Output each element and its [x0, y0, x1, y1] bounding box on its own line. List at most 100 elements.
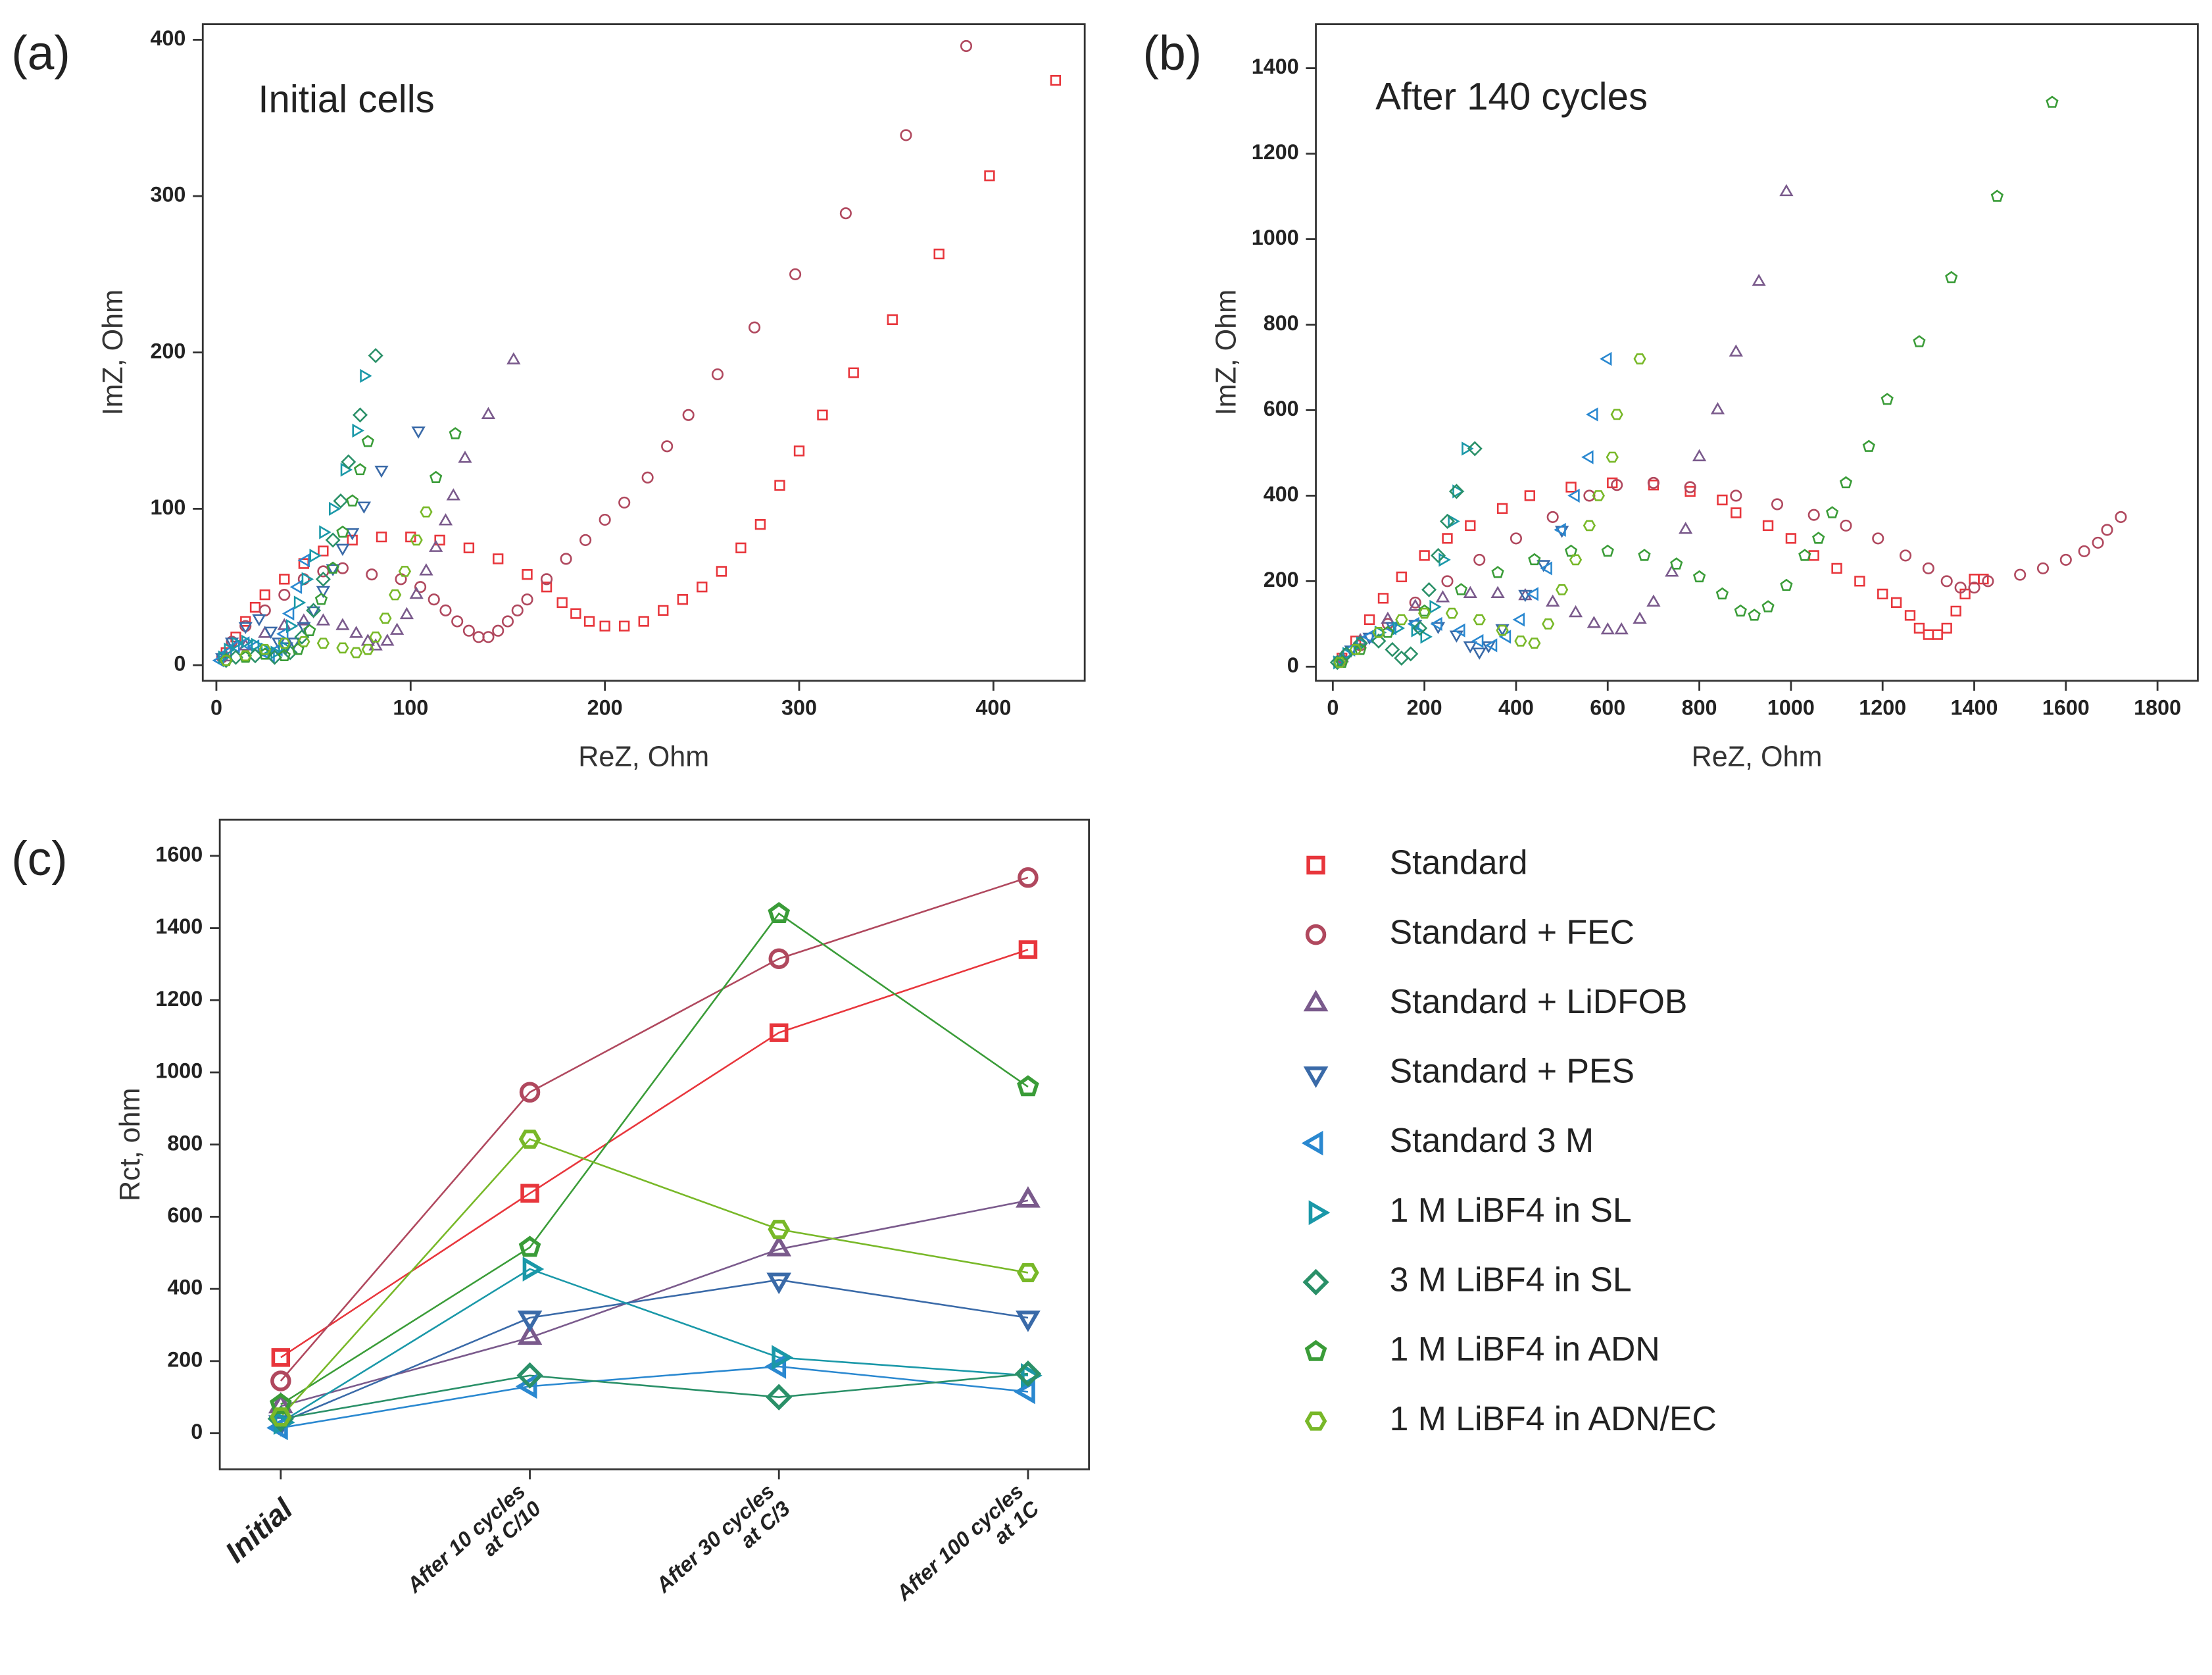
marker [1016, 1186, 1041, 1208]
legend-label: Standard + FEC [1390, 913, 1634, 951]
marker [511, 604, 524, 616]
marker [1638, 549, 1651, 561]
marker [521, 593, 533, 606]
marker [1364, 614, 1375, 626]
marker [463, 542, 475, 553]
marker [1016, 1311, 1041, 1332]
x-tick-label: 100 [393, 695, 428, 719]
x-tick-label: After 30 cyclesat C/3 [651, 1479, 794, 1615]
marker [347, 534, 358, 546]
marker [1968, 582, 1980, 594]
y-axis-label: ImZ, Ohm [97, 289, 129, 416]
marker [438, 513, 453, 526]
marker [677, 594, 688, 605]
marker [1748, 609, 1761, 621]
marker [1518, 589, 1533, 603]
marker [517, 1323, 543, 1345]
y-tick-label: 200 [150, 339, 185, 362]
marker [1565, 482, 1577, 493]
y-tick-label: 600 [1264, 397, 1299, 420]
marker [1540, 561, 1552, 576]
marker [1710, 402, 1725, 414]
marker [2059, 553, 2072, 566]
marker [270, 645, 283, 660]
marker [887, 314, 898, 325]
marker [380, 634, 395, 646]
marker [661, 440, 674, 453]
marker [303, 624, 316, 636]
marker [1954, 582, 1967, 594]
marker [326, 564, 340, 576]
x-tick-label: After 10 cyclesat C/10 [402, 1479, 545, 1615]
marker [410, 534, 423, 546]
y-tick-label: 100 [150, 495, 185, 519]
marker [282, 606, 295, 621]
marker [1445, 607, 1459, 619]
y-tick-label: 400 [167, 1276, 203, 1299]
marker [259, 589, 270, 601]
x-tick-label: 400 [975, 695, 1011, 719]
marker [289, 580, 303, 594]
y-tick-label: 400 [150, 26, 185, 50]
marker [900, 129, 912, 141]
marker [1496, 624, 1509, 636]
marker [519, 1082, 541, 1103]
marker [1670, 557, 1683, 570]
marker [1017, 1075, 1039, 1097]
marker [1418, 607, 1431, 619]
marker [1647, 476, 1659, 489]
marker [315, 571, 331, 587]
marker [770, 1023, 789, 1042]
marker [1431, 547, 1446, 563]
y-axis-label: ImZ, Ohm [1210, 289, 1242, 416]
y-tick-label: 0 [191, 1420, 203, 1443]
marker [458, 451, 472, 463]
marker [1333, 657, 1346, 668]
marker [1473, 614, 1486, 626]
legend-label: Standard 3 M [1390, 1121, 1594, 1159]
marker [789, 268, 802, 280]
x-tick-label: 200 [1407, 695, 1442, 719]
legend-marker [1304, 1411, 1327, 1431]
marker [501, 615, 514, 628]
marker [556, 597, 568, 609]
marker [2046, 95, 2059, 108]
marker [360, 368, 372, 384]
marker [735, 542, 747, 553]
marker [2115, 511, 2127, 523]
legend-marker [1303, 989, 1329, 1012]
marker [368, 638, 383, 651]
marker [1419, 550, 1430, 561]
marker [1342, 647, 1355, 661]
marker [278, 638, 291, 649]
marker [1940, 575, 1953, 588]
marker [711, 368, 724, 381]
marker [287, 638, 301, 650]
marker [251, 638, 264, 652]
marker [1394, 650, 1410, 666]
marker [430, 470, 443, 484]
legend-marker [1308, 1200, 1331, 1226]
marker [252, 614, 266, 627]
marker [1453, 623, 1465, 638]
marker [329, 501, 341, 516]
marker [271, 1348, 291, 1367]
marker [697, 582, 708, 593]
marker [583, 616, 595, 627]
marker [682, 409, 695, 421]
marker [411, 426, 426, 439]
marker [2036, 562, 2050, 574]
marker [518, 1129, 541, 1149]
marker [1462, 441, 1474, 456]
y-tick-label: 1000 [155, 1059, 203, 1083]
marker [1429, 599, 1442, 614]
marker [1472, 647, 1487, 660]
marker [1854, 576, 1865, 587]
marker [399, 607, 414, 620]
legend-marker [1301, 1130, 1323, 1156]
marker [240, 616, 251, 627]
marker [1729, 344, 1743, 357]
marker [420, 506, 433, 518]
marker [279, 574, 290, 585]
marker [1731, 507, 1742, 518]
